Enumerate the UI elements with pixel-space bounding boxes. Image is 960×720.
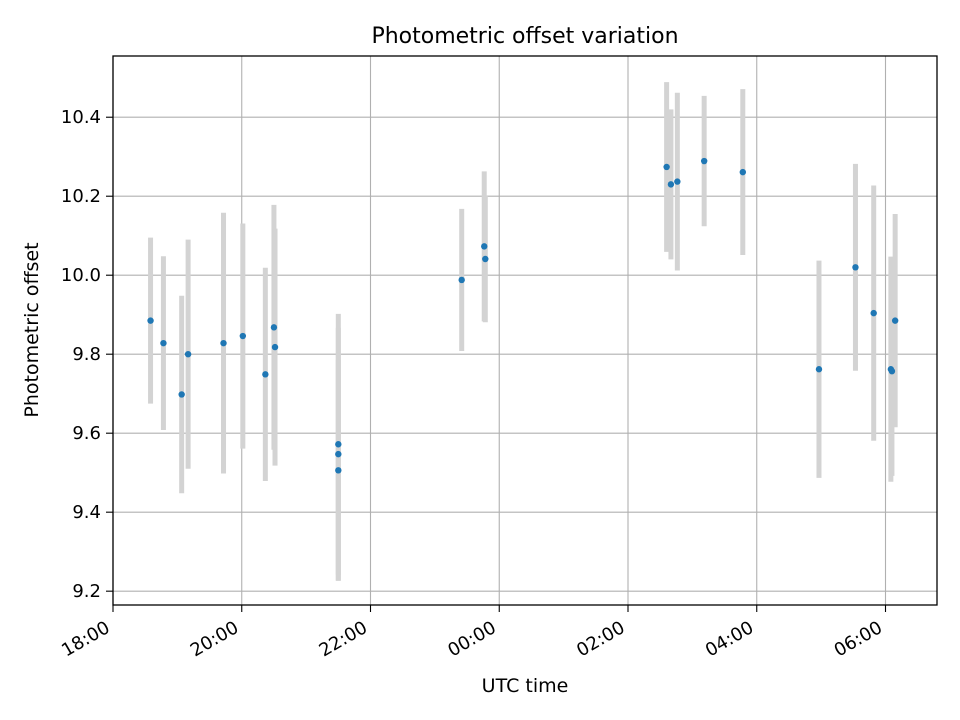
data-point: [674, 178, 681, 185]
y-tick-label: 9.2: [72, 581, 101, 602]
data-point: [220, 339, 227, 347]
data-point: [184, 350, 192, 358]
data-point: [178, 391, 185, 398]
data-points: [147, 157, 899, 474]
data-point: [667, 181, 675, 188]
data-point: [147, 317, 154, 324]
data-point: [815, 366, 823, 373]
data-point: [663, 163, 670, 171]
data-point: [482, 255, 489, 263]
data-point: [852, 264, 859, 271]
data-point: [700, 157, 708, 165]
y-axis-label: Photometric offset: [21, 242, 43, 417]
data-point: [335, 467, 342, 474]
data-point: [739, 168, 747, 176]
data-point: [160, 339, 167, 347]
x-axis-label: UTC time: [482, 675, 569, 697]
data-point: [271, 343, 279, 351]
data-point: [262, 371, 269, 378]
plot-frame: [112, 55, 938, 606]
data-point: [481, 243, 488, 250]
y-tick-label: 9.6: [72, 423, 101, 444]
data-point: [335, 441, 342, 448]
data-point: [239, 332, 247, 340]
y-tick-label: 9.8: [72, 344, 101, 365]
chart-title: Photometric offset variation: [371, 24, 678, 49]
y-axis: 9.2 9.4 9.6 9.8 10.0 10.2 10.4: [61, 107, 113, 602]
data-point: [891, 317, 899, 324]
data-point: [888, 367, 896, 375]
data-point: [870, 309, 877, 317]
data-point: [335, 450, 342, 458]
grid: [112, 56, 937, 605]
data-point: [458, 276, 465, 284]
y-tick-label: 9.4: [72, 502, 101, 523]
y-tick-label: 10.4: [61, 107, 101, 128]
y-tick-label: 10.2: [61, 186, 101, 207]
y-tick-label: 10.0: [61, 265, 101, 286]
data-point: [270, 324, 278, 331]
